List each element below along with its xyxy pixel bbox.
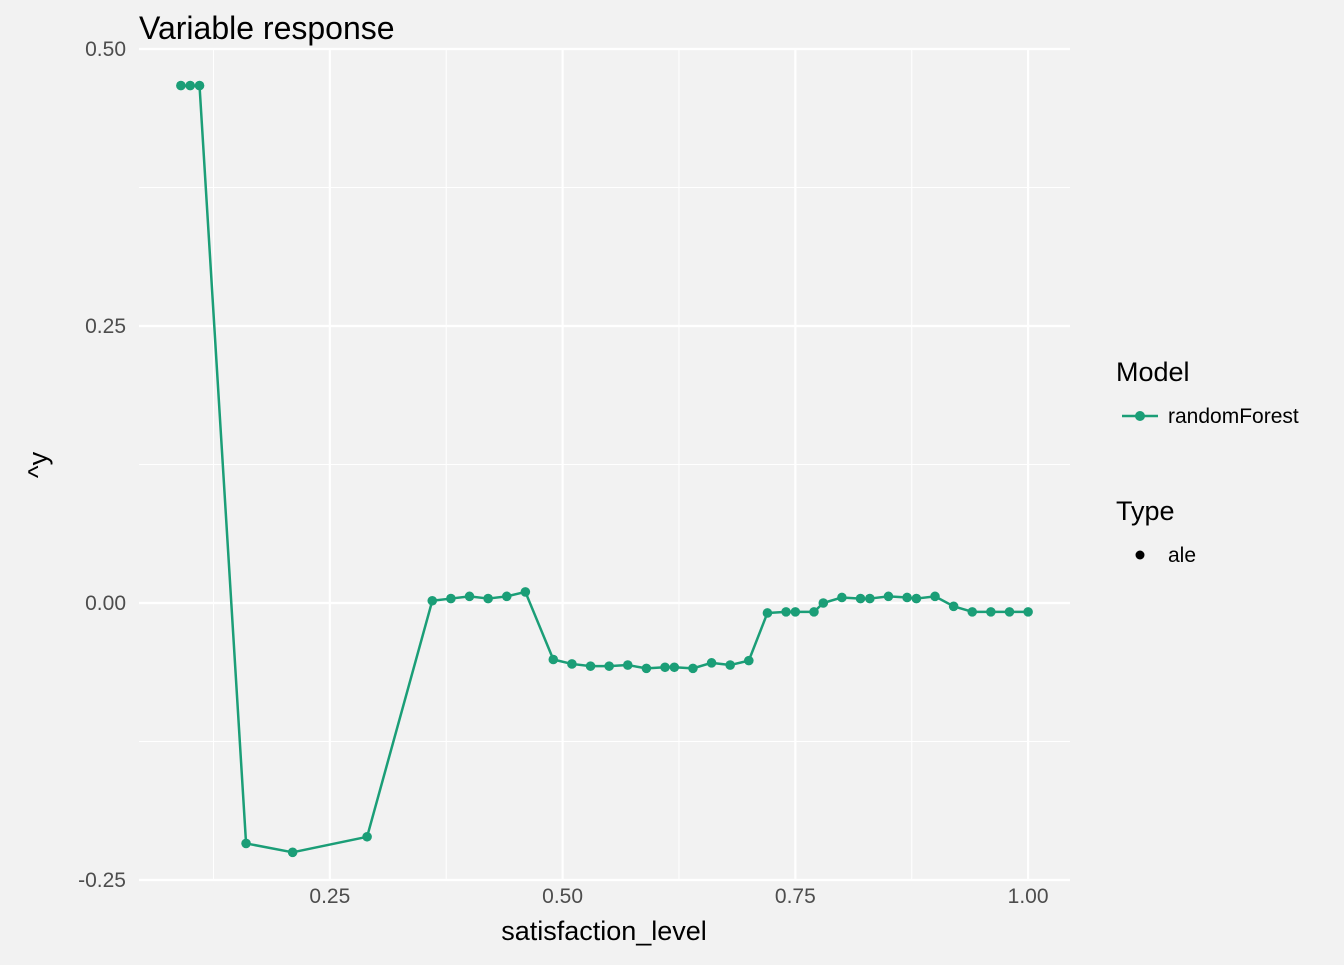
data-point bbox=[194, 80, 205, 91]
data-point bbox=[809, 607, 819, 617]
data-point bbox=[501, 591, 512, 602]
data-point bbox=[706, 658, 717, 668]
data-point bbox=[865, 593, 875, 604]
legend-label-randomforest: randomForest bbox=[1168, 405, 1299, 428]
legend-key-point-ale bbox=[1135, 550, 1145, 560]
legend-title-type: Type bbox=[1116, 496, 1175, 526]
data-point bbox=[176, 80, 186, 91]
data-point bbox=[585, 661, 596, 671]
y-tick-label: 0.00 bbox=[85, 592, 126, 615]
data-point bbox=[362, 831, 372, 842]
data-point bbox=[548, 654, 559, 665]
data-point bbox=[567, 659, 577, 669]
data-point bbox=[725, 660, 735, 670]
legend: Model randomForest Type ale bbox=[1116, 357, 1299, 567]
data-point bbox=[641, 663, 652, 674]
data-point bbox=[855, 593, 866, 604]
data-point bbox=[762, 608, 773, 618]
data-point bbox=[483, 593, 493, 604]
data-point bbox=[622, 660, 633, 670]
data-point bbox=[688, 663, 698, 674]
data-point bbox=[790, 607, 801, 617]
x-tick-label: 0.25 bbox=[309, 885, 350, 908]
legend-title-model: Model bbox=[1116, 357, 1190, 387]
data-point bbox=[660, 662, 670, 673]
axes: 0.25 0.50 0.75 1.00 -0.25 0.00 0.25 0.50 bbox=[78, 38, 1048, 908]
data-point bbox=[1004, 607, 1015, 617]
x-tick-label: 0.50 bbox=[542, 885, 583, 908]
data-point bbox=[986, 607, 996, 617]
chart-title: Variable response bbox=[139, 10, 395, 46]
data-point bbox=[1023, 607, 1033, 617]
x-tick-label: 1.00 bbox=[1008, 885, 1049, 908]
data-point bbox=[446, 593, 456, 604]
data-point bbox=[744, 655, 754, 666]
data-point bbox=[604, 661, 614, 671]
data-point bbox=[837, 592, 847, 603]
legend-key-point-randomforest bbox=[1135, 411, 1145, 421]
data-point bbox=[669, 662, 680, 673]
data-point bbox=[818, 598, 829, 608]
data-point bbox=[930, 591, 940, 602]
data-point bbox=[967, 607, 978, 617]
data-point bbox=[464, 591, 475, 602]
data-point bbox=[241, 838, 251, 849]
data-point bbox=[902, 592, 912, 603]
y-tick-label: 0.25 bbox=[85, 315, 126, 338]
x-axis-title: satisfaction_level bbox=[501, 916, 707, 946]
y-tick-label: -0.25 bbox=[78, 869, 126, 892]
data-point bbox=[911, 593, 922, 604]
y-axis-title: ^y bbox=[23, 451, 53, 478]
data-point bbox=[427, 595, 438, 606]
data-point bbox=[948, 601, 959, 612]
plot-data bbox=[176, 80, 1033, 858]
data-point bbox=[883, 591, 894, 602]
legend-label-ale: ale bbox=[1168, 544, 1196, 567]
data-point bbox=[520, 587, 531, 597]
y-tick-label: 0.50 bbox=[85, 38, 126, 61]
data-point bbox=[185, 80, 196, 91]
data-point bbox=[287, 847, 298, 858]
data-point bbox=[781, 607, 791, 617]
x-tick-label: 0.75 bbox=[775, 885, 816, 908]
